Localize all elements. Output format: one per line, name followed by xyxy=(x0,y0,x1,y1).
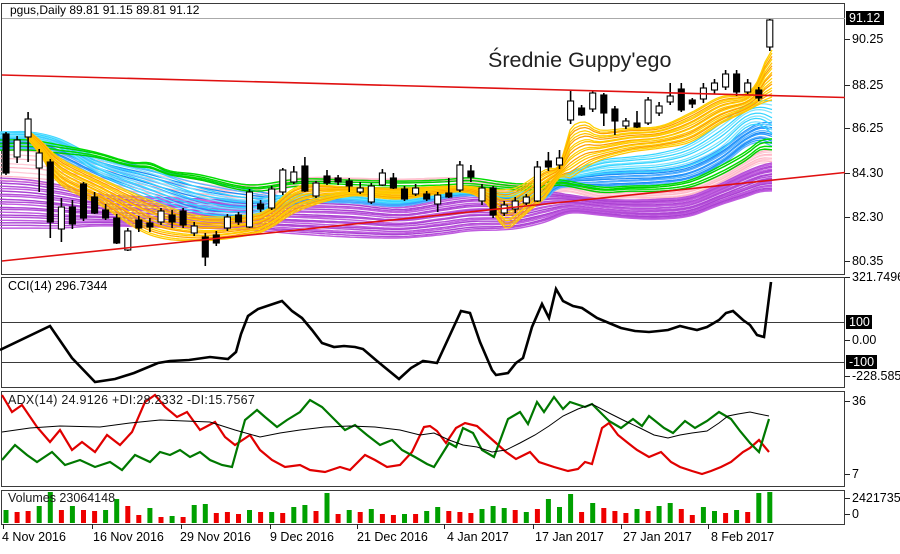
svg-text:17 Jan 2017: 17 Jan 2017 xyxy=(535,530,604,544)
svg-text:86.25: 86.25 xyxy=(852,121,883,135)
svg-text:84.30: 84.30 xyxy=(852,166,883,180)
svg-text:8 Feb 2017: 8 Feb 2017 xyxy=(711,530,774,544)
svg-text:16 Nov 2016: 16 Nov 2016 xyxy=(93,530,164,544)
svg-text:Volumes 23064148: Volumes 23064148 xyxy=(8,491,115,505)
svg-text:Średnie Guppy'ego: Średnie Guppy'ego xyxy=(488,47,671,72)
svg-text:82.30: 82.30 xyxy=(852,210,883,224)
svg-text:4 Jan 2017: 4 Jan 2017 xyxy=(447,530,509,544)
svg-text:7: 7 xyxy=(852,467,859,481)
svg-text:90.25: 90.25 xyxy=(852,32,883,46)
svg-text:321.7496: 321.7496 xyxy=(852,270,900,284)
svg-text:9 Dec 2016: 9 Dec 2016 xyxy=(270,530,334,544)
svg-text:36: 36 xyxy=(852,394,866,408)
svg-text:91.12: 91.12 xyxy=(849,11,880,25)
svg-text:CCI(14) 296.7344: CCI(14) 296.7344 xyxy=(8,279,107,293)
svg-text:4 Nov 2016: 4 Nov 2016 xyxy=(2,530,66,544)
svg-text:0.00: 0.00 xyxy=(852,333,876,347)
svg-text:-100: -100 xyxy=(849,355,874,369)
svg-text:pgus,Daily 89.81 91.15 89.81: pgus,Daily 89.81 91.15 89.81 91.12 xyxy=(10,3,200,17)
svg-text:29 Nov 2016: 29 Nov 2016 xyxy=(180,530,251,544)
svg-text:100: 100 xyxy=(849,315,870,329)
svg-text:-228.585: -228.585 xyxy=(852,369,900,383)
svg-text:24217352: 24217352 xyxy=(852,491,900,505)
svg-text:88.25: 88.25 xyxy=(852,78,883,92)
svg-text:27 Jan 2017: 27 Jan 2017 xyxy=(623,530,692,544)
svg-text:0: 0 xyxy=(852,507,859,521)
svg-text:21 Dec 2016: 21 Dec 2016 xyxy=(357,530,428,544)
svg-text:80.35: 80.35 xyxy=(852,254,883,268)
svg-text:ADX(14) 24.9126 +DI:28.2332 -D: ADX(14) 24.9126 +DI:28.2332 -DI:15.7567 xyxy=(8,393,255,407)
